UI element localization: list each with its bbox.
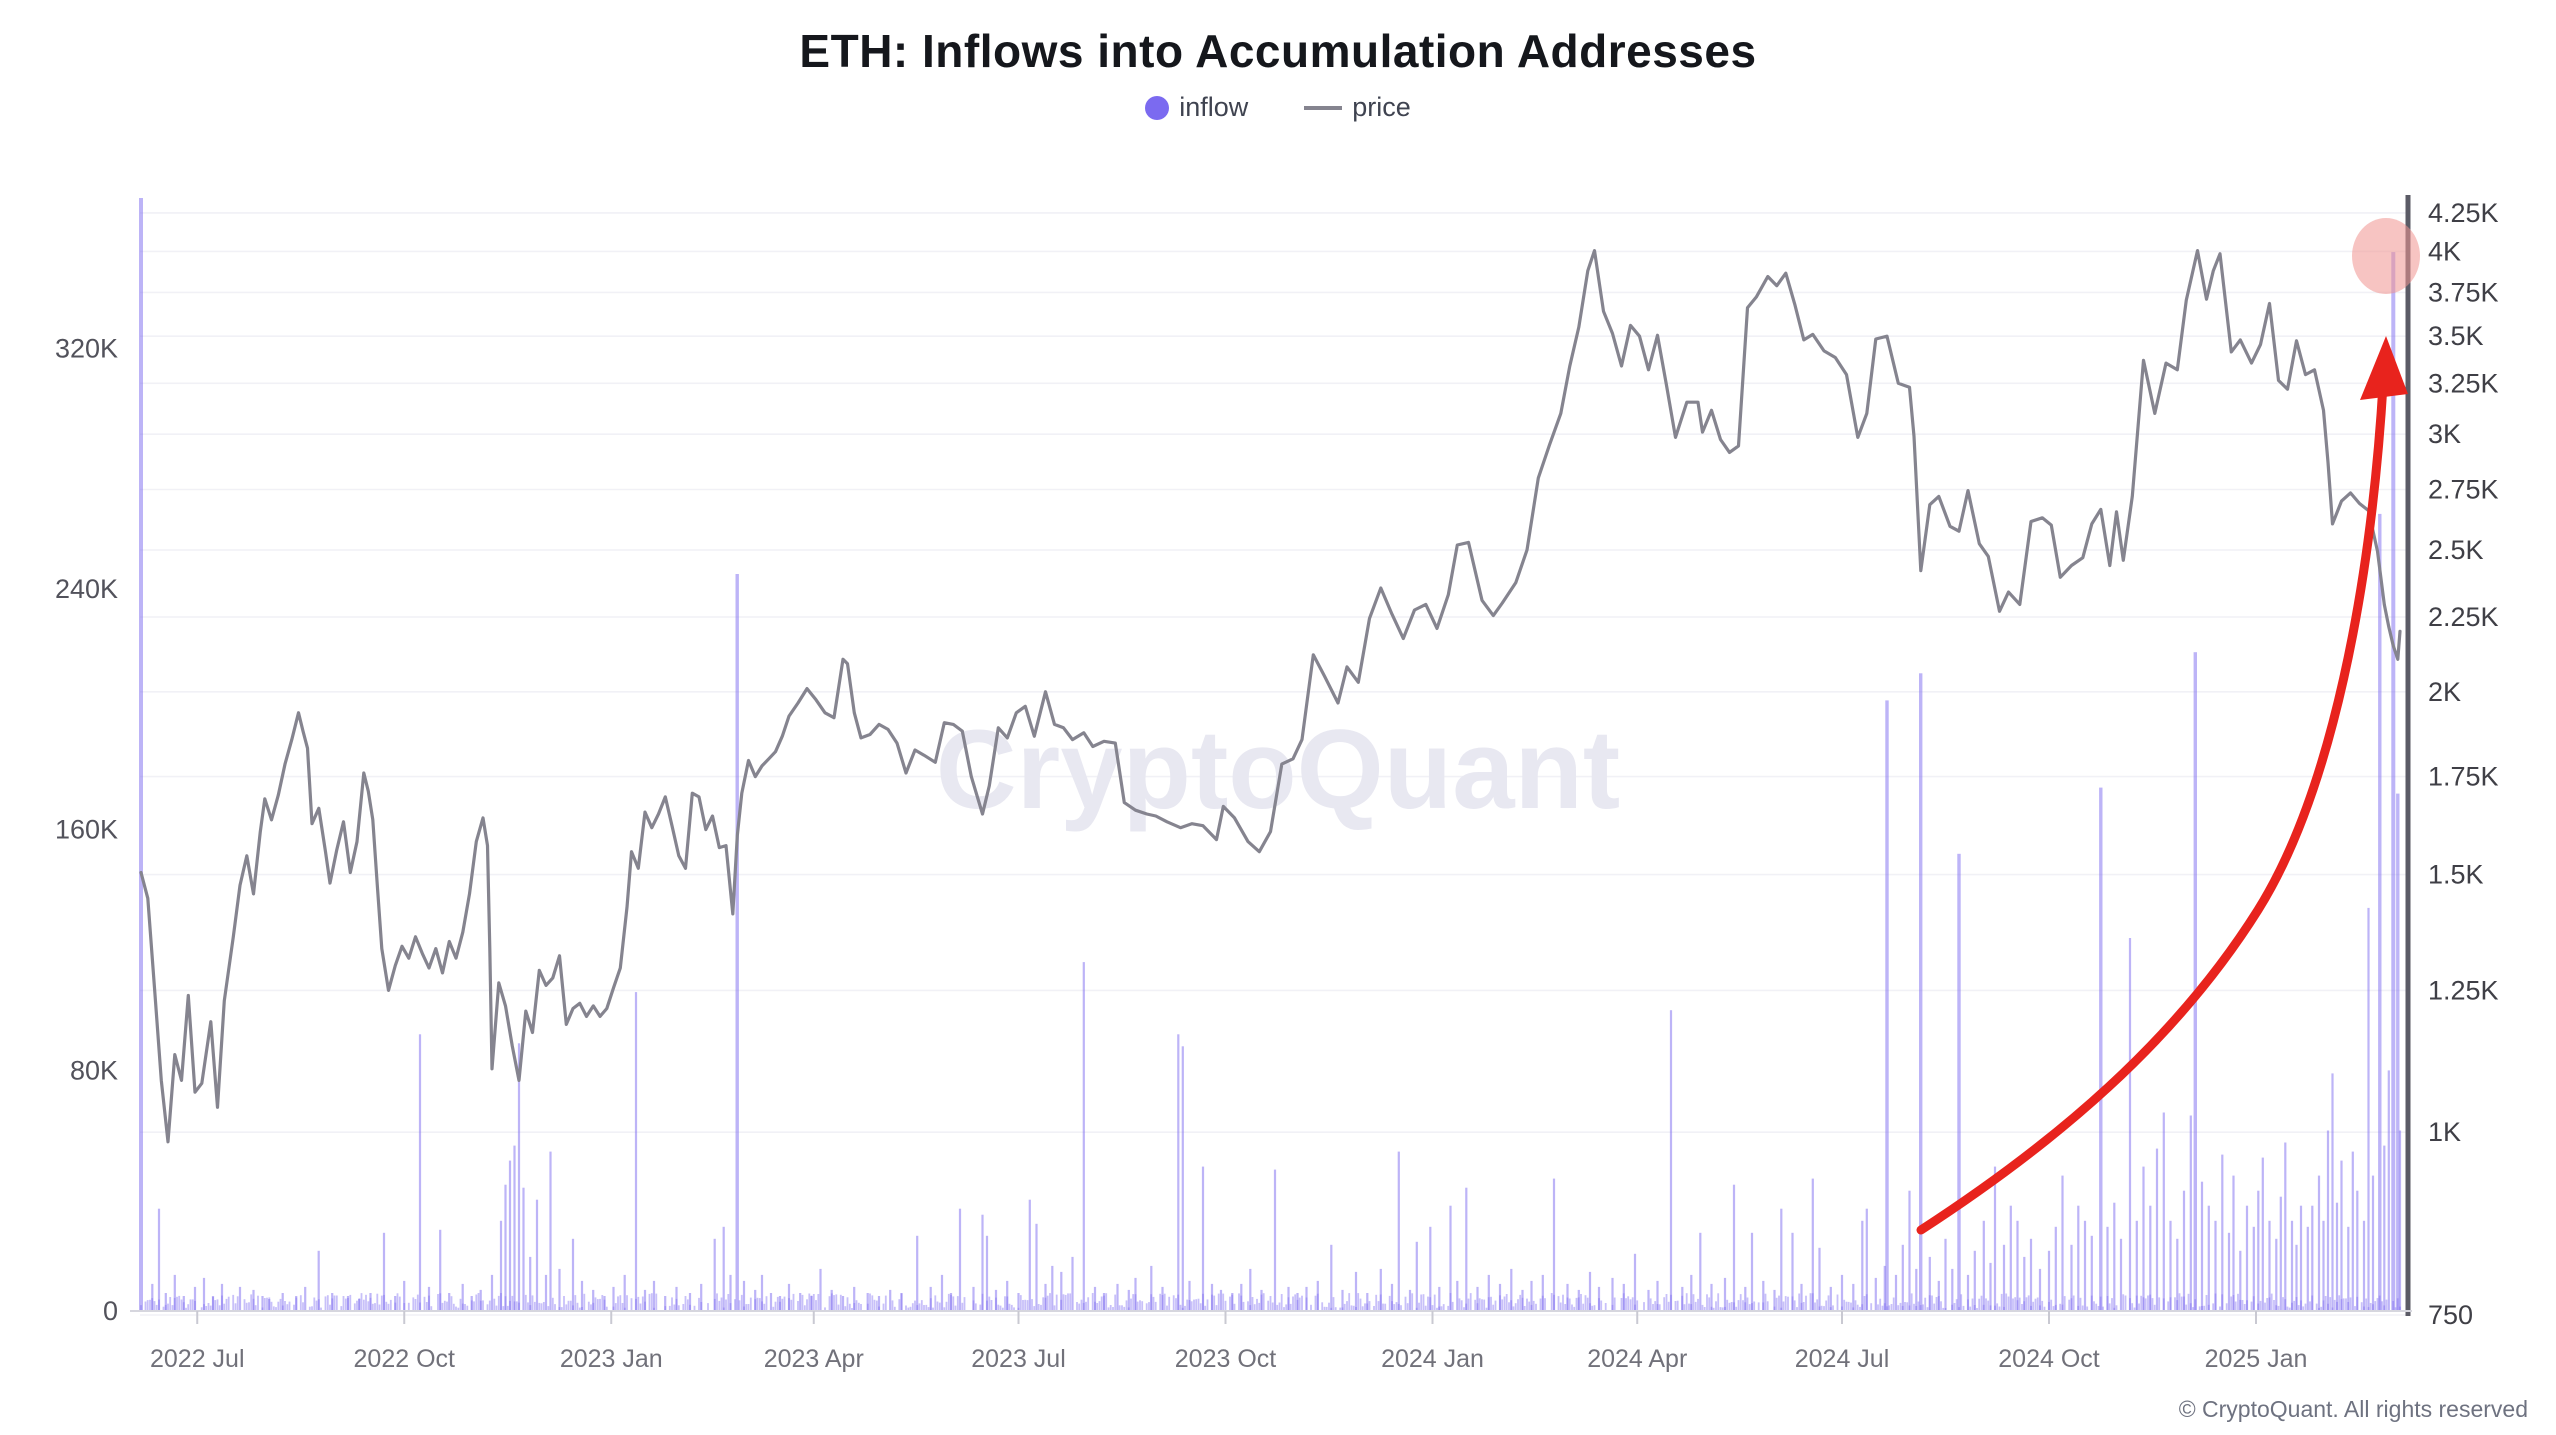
svg-text:2022 Oct: 2022 Oct <box>354 1345 456 1373</box>
svg-text:4.25K: 4.25K <box>2428 198 2499 228</box>
svg-text:2023 Jul: 2023 Jul <box>971 1345 1066 1373</box>
legend-item-inflow: inflow <box>1145 92 1248 123</box>
svg-text:1.5K: 1.5K <box>2428 860 2484 890</box>
svg-text:1K: 1K <box>2428 1117 2461 1147</box>
svg-text:2022 Jul: 2022 Jul <box>150 1345 245 1373</box>
svg-text:2024 Jan: 2024 Jan <box>1381 1345 1484 1373</box>
trend-arrow <box>1916 336 2408 1235</box>
svg-text:2.5K: 2.5K <box>2428 535 2484 565</box>
svg-text:2025 Jan: 2025 Jan <box>2205 1345 2308 1373</box>
inflow-dot-icon <box>1145 95 1170 120</box>
svg-text:2024 Apr: 2024 Apr <box>1587 1345 1687 1373</box>
svg-text:320K: 320K <box>55 333 118 363</box>
svg-text:4K: 4K <box>2428 236 2461 266</box>
svg-text:2.25K: 2.25K <box>2428 602 2499 632</box>
svg-text:2024 Jul: 2024 Jul <box>1795 1345 1890 1373</box>
svg-text:3.75K: 3.75K <box>2428 277 2499 307</box>
x-axis-ticks: 2022 Jul 2022 Oct 2023 Jan 2023 Apr 2023 Jul… <box>150 1311 2307 1373</box>
svg-text:750: 750 <box>2428 1300 2473 1330</box>
price-line <box>139 249 2402 1144</box>
legend-item-price: price <box>1304 92 1411 123</box>
watermark: CryptoQuant <box>936 707 1620 832</box>
svg-text:1.75K: 1.75K <box>2428 762 2499 792</box>
legend-label-inflow: inflow <box>1179 92 1249 122</box>
svg-text:160K: 160K <box>55 815 118 845</box>
price-line-icon <box>1304 105 1343 110</box>
svg-text:3.5K: 3.5K <box>2428 321 2484 351</box>
svg-text:2023 Oct: 2023 Oct <box>1175 1345 1277 1373</box>
svg-text:2024 Oct: 2024 Oct <box>1998 1345 2100 1373</box>
page-title: ETH: Inflows into Accumulation Addresses <box>799 25 1757 77</box>
left-axis-labels: 0 80K 160K 240K 320K <box>55 333 118 1326</box>
highlight-circle <box>2352 218 2420 294</box>
svg-text:3K: 3K <box>2428 419 2461 449</box>
copyright-note: © CryptoQuant. All rights reserved <box>2178 1396 2528 1422</box>
chart-header: ETH: Inflows into Accumulation Addresses… <box>0 0 2556 123</box>
svg-text:3.25K: 3.25K <box>2428 368 2499 398</box>
inflow-bars <box>139 198 2402 1312</box>
right-axis-labels: 750 1K 1.25K 1.5K 1.75K 2K 2.25K 2.5K 2.75K 3K 3.2… <box>2428 198 2499 1330</box>
legend-label-price: price <box>1352 92 1411 122</box>
svg-text:80K: 80K <box>70 1055 118 1085</box>
legend: inflow price <box>0 92 2556 123</box>
svg-text:2.75K: 2.75K <box>2428 475 2499 505</box>
gridlines <box>140 212 2408 1316</box>
svg-text:2023 Apr: 2023 Apr <box>764 1345 864 1373</box>
svg-text:1.25K: 1.25K <box>2428 975 2499 1005</box>
svg-text:240K: 240K <box>55 574 118 604</box>
svg-text:0: 0 <box>103 1296 118 1326</box>
svg-text:2023 Jan: 2023 Jan <box>560 1345 663 1373</box>
svg-text:2K: 2K <box>2428 677 2461 707</box>
